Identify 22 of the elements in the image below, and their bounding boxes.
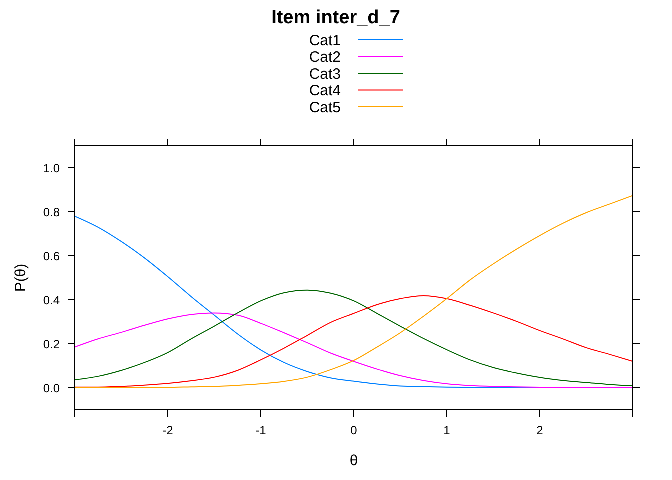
y-tick-label: 0.6 [43, 249, 60, 264]
legend-label: Cat3 [309, 66, 341, 83]
line-series [75, 216, 564, 388]
x-tick-label: 0 [350, 424, 358, 438]
x-tick-label: -1 [256, 424, 267, 438]
y-axis-title: P(θ) [12, 264, 30, 292]
x-tick-label: 2 [536, 424, 544, 438]
x-tick-label: -2 [162, 424, 174, 438]
legend-label: Cat5 [309, 99, 341, 116]
x-tick-label: 1 [444, 424, 451, 438]
y-tick-label: 0.0 [43, 381, 60, 396]
legend-label: Cat4 [309, 82, 341, 100]
legend-label: Cat1 [309, 32, 341, 50]
y-tick-label: 0.4 [43, 293, 60, 308]
y-tick-label: 0.2 [43, 337, 60, 352]
line-series [75, 312, 633, 388]
y-tick-label: 1.0 [43, 161, 60, 176]
x-axis-title: θ [350, 452, 358, 470]
y-tick-label: 0.8 [43, 205, 60, 220]
chart-title: Item inter_d_7 [272, 8, 400, 29]
line-series [75, 195, 633, 388]
legend-label: Cat2 [309, 49, 341, 66]
